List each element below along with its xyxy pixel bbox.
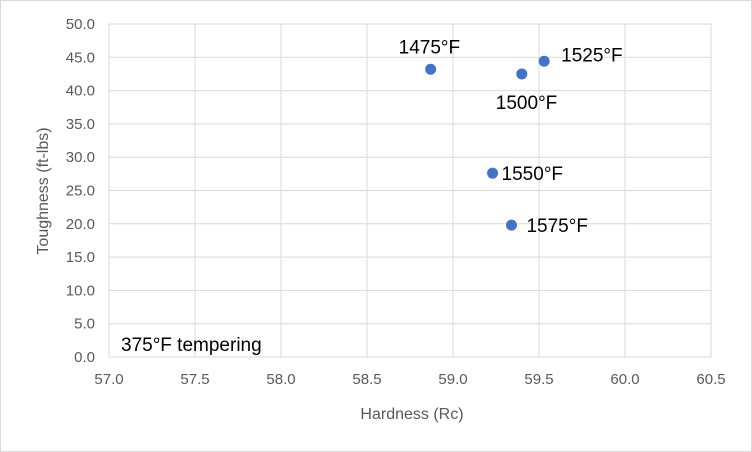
- data-point: [538, 55, 550, 67]
- y-axis-title: Toughness (ft-lbs): [35, 127, 52, 254]
- x-tick-label: 58.5: [352, 371, 381, 388]
- y-tick-label: 5.0: [74, 316, 95, 333]
- y-tick-label: 25.0: [66, 183, 95, 200]
- y-tick-label: 45.0: [66, 49, 95, 66]
- data-point-label: 1475°F: [399, 37, 460, 58]
- data-point: [505, 219, 517, 231]
- y-tick-label: 40.0: [66, 83, 95, 100]
- data-point: [425, 63, 437, 75]
- data-point: [487, 167, 499, 179]
- y-tick-label: 50.0: [66, 16, 95, 33]
- y-tick-label: 10.0: [66, 282, 95, 299]
- tempering-annotation: 375°F tempering: [121, 335, 262, 356]
- data-point-label: 1525°F: [561, 45, 622, 66]
- x-tick-label: 57.0: [94, 371, 123, 388]
- y-tick-label: 30.0: [66, 149, 95, 166]
- x-tick-label: 58.0: [266, 371, 295, 388]
- y-tick-label: 0.0: [74, 349, 95, 366]
- data-point: [516, 68, 528, 80]
- x-axis-title: Hardness (Rc): [360, 406, 463, 423]
- x-tick-label: 59.5: [524, 371, 553, 388]
- x-tick-label: 60.5: [696, 371, 725, 388]
- data-point-label: 1575°F: [526, 216, 587, 237]
- x-tick-label: 59.0: [438, 371, 467, 388]
- data-point-label: 1550°F: [502, 164, 563, 185]
- x-tick-label: 57.5: [180, 371, 209, 388]
- x-tick-label: 60.0: [610, 371, 639, 388]
- y-tick-label: 20.0: [66, 216, 95, 233]
- y-tick-label: 35.0: [66, 116, 95, 133]
- y-tick-label: 15.0: [66, 249, 95, 266]
- data-point-label: 1500°F: [496, 93, 557, 114]
